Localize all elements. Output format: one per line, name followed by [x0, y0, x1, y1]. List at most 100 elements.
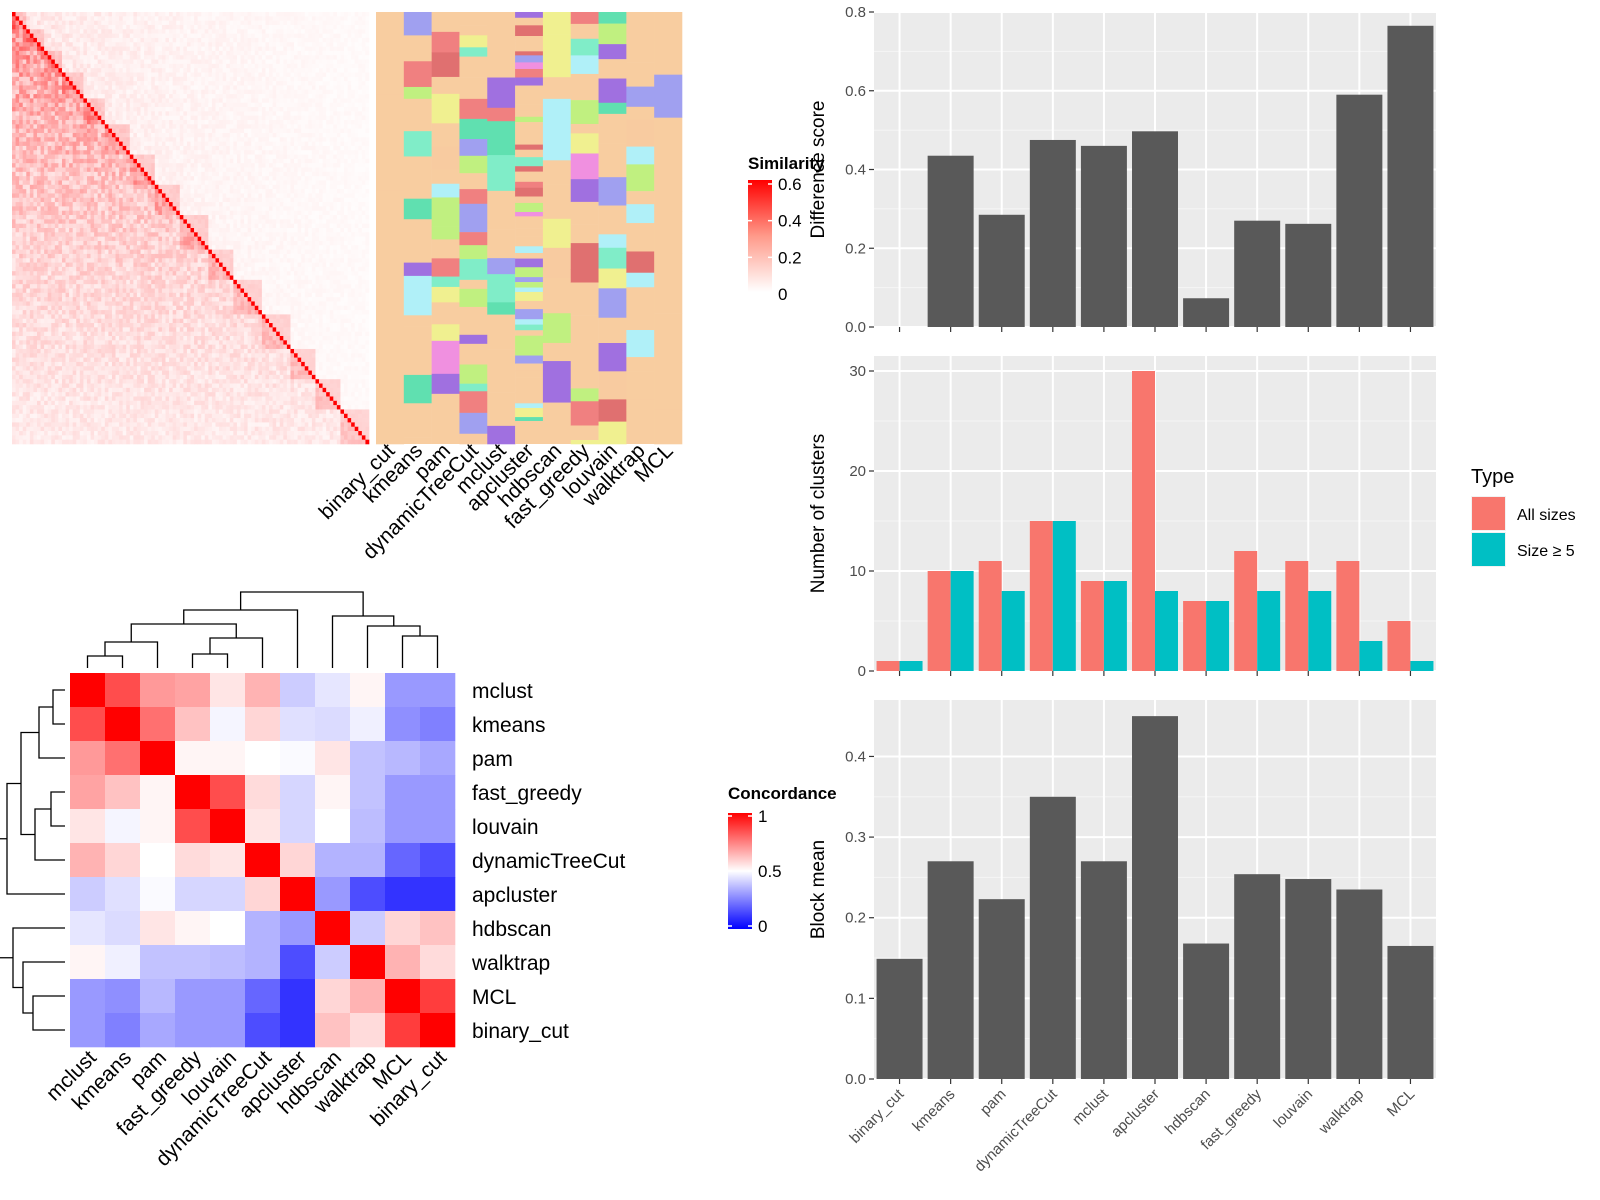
similarity-cell — [201, 107, 206, 112]
similarity-cell — [165, 223, 170, 229]
similarity-cell — [347, 111, 352, 116]
similarity-cell — [265, 163, 270, 168]
similarity-cell — [322, 89, 327, 95]
similarity-cell — [61, 42, 66, 47]
similarity-cell — [69, 55, 73, 60]
similarity-cell — [176, 210, 181, 216]
similarity-cell — [136, 20, 141, 26]
similarity-cell — [15, 107, 20, 112]
similarity-cell — [40, 68, 45, 73]
similarity-cell — [147, 193, 152, 199]
similarity-cell — [297, 206, 302, 212]
similarity-cell — [272, 206, 277, 212]
similarity-cell — [272, 223, 277, 229]
similarity-cell — [72, 215, 77, 220]
similarity-cell — [90, 197, 95, 203]
similarity-cell — [126, 55, 131, 60]
similarity-cell — [51, 115, 56, 121]
similarity-cell — [86, 50, 91, 56]
similarity-cell — [240, 163, 245, 168]
similarity-cell — [47, 171, 52, 177]
similarity-cell — [215, 102, 220, 108]
similarity-cell — [58, 115, 63, 121]
similarity-cell — [179, 102, 184, 108]
similarity-cell — [201, 141, 206, 147]
similarity-cell — [354, 12, 359, 17]
similarity-cell — [179, 128, 184, 134]
similarity-cell — [297, 55, 302, 60]
similarity-cell — [76, 98, 81, 104]
similarity-cell — [179, 124, 184, 129]
similarity-cell — [22, 89, 27, 95]
similarity-cell — [90, 50, 95, 56]
similarity-cell — [311, 115, 316, 121]
similarity-cell — [226, 210, 231, 216]
similarity-cell — [126, 219, 131, 224]
similarity-cell — [36, 176, 41, 181]
similarity-cell — [72, 42, 77, 47]
similarity-cell — [29, 72, 34, 78]
similarity-cell — [358, 206, 363, 212]
similarity-cell — [176, 202, 181, 207]
similarity-cell — [101, 132, 106, 138]
similarity-cell — [179, 81, 184, 86]
similarity-cell — [126, 158, 131, 164]
similarity-cell — [165, 197, 170, 203]
similarity-cell — [29, 180, 34, 186]
similarity-cell — [279, 37, 284, 43]
similarity-cell — [344, 219, 348, 224]
similarity-cell — [340, 12, 345, 17]
similarity-cell — [326, 120, 331, 125]
similarity-cell — [340, 111, 345, 116]
similarity-cell — [319, 24, 323, 30]
similarity-cell — [333, 180, 338, 186]
similarity-cell — [133, 197, 138, 203]
similarity-cell — [322, 81, 327, 86]
similarity-cell — [65, 167, 70, 173]
similarity-cell — [211, 120, 216, 125]
similarity-cell — [26, 55, 31, 60]
similarity-cell — [29, 98, 34, 104]
similarity-cell — [286, 107, 291, 112]
similarity-cell — [233, 94, 238, 99]
similarity-cell — [140, 29, 145, 34]
similarity-cell — [94, 102, 98, 108]
similarity-cell — [144, 29, 148, 34]
similarity-cell — [251, 72, 256, 78]
similarity-cell — [122, 171, 127, 177]
similarity-cell — [33, 141, 38, 147]
similarity-cell — [19, 76, 24, 82]
similarity-cell — [186, 132, 191, 138]
similarity-cell — [301, 193, 306, 199]
similarity-cell — [236, 55, 241, 60]
similarity-cell — [172, 154, 177, 160]
similarity-cell — [44, 29, 48, 34]
similarity-cell — [22, 202, 27, 207]
similarity-cell — [22, 154, 27, 160]
similarity-cell — [283, 20, 288, 26]
similarity-cell — [154, 184, 159, 190]
similarity-cell — [179, 76, 184, 82]
similarity-cell — [236, 189, 241, 194]
similarity-cell — [26, 89, 31, 95]
similarity-cell — [365, 154, 370, 160]
similarity-cell — [161, 202, 166, 207]
similarity-cell — [69, 193, 73, 199]
similarity-cell — [236, 223, 241, 229]
similarity-cell — [197, 215, 202, 220]
similarity-cell — [197, 72, 202, 78]
similarity-cell — [215, 206, 220, 212]
similarity-cell — [61, 98, 66, 104]
similarity-cell — [33, 128, 38, 134]
similarity-cell — [361, 94, 366, 99]
similarity-cell — [347, 124, 352, 129]
similarity-cell — [154, 42, 159, 47]
similarity-cell — [236, 167, 241, 173]
similarity-cell — [311, 59, 316, 65]
similarity-cell — [154, 120, 159, 125]
similarity-cell — [290, 124, 295, 129]
similarity-cell — [140, 111, 145, 116]
similarity-cell — [340, 50, 345, 56]
similarity-cell — [294, 176, 298, 181]
similarity-cell — [197, 111, 202, 116]
